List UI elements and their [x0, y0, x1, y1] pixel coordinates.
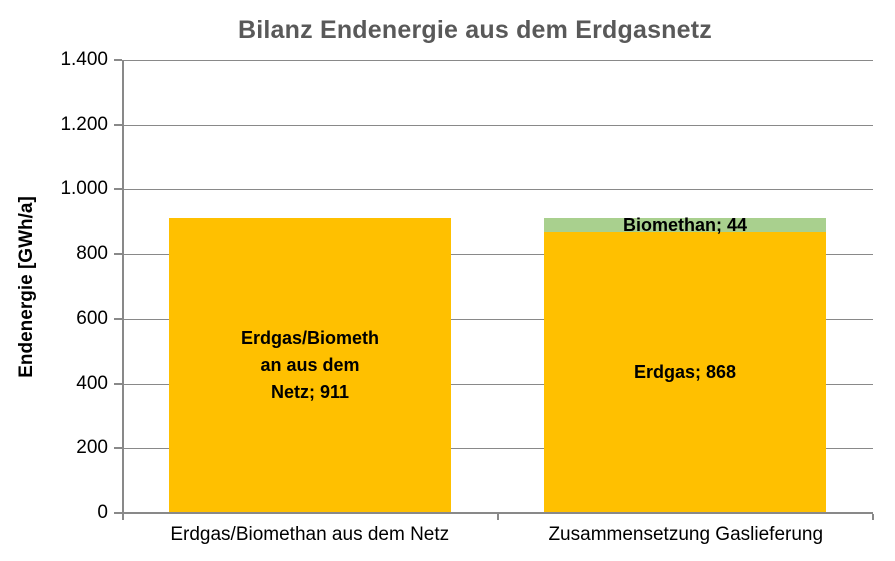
y-tick-label: 1.400: [60, 49, 108, 70]
bar-segment-biomethan: [544, 217, 826, 233]
y-axis-tick: [114, 124, 122, 126]
y-tick-label: 400: [76, 373, 108, 394]
gridline: [122, 384, 873, 385]
x-category-label: Zusammensetzung Gaslieferung: [548, 524, 824, 545]
y-axis-tick: [114, 188, 122, 190]
chart-title: Bilanz Endenergie aus dem Erdgasnetz: [238, 16, 712, 44]
y-axis-tick: [114, 383, 122, 385]
y-axis-tick: [114, 512, 122, 514]
y-axis-line: [122, 60, 124, 520]
y-tick-label: 1.000: [60, 178, 108, 199]
y-axis-tick: [114, 59, 122, 61]
gridline: [122, 319, 873, 320]
bar-segment-erdgas-biomethan-aus-dem-netz: [169, 218, 451, 513]
x-axis-tick: [497, 514, 499, 520]
y-tick-label: 200: [76, 437, 108, 458]
y-tick-label: 600: [76, 308, 108, 329]
x-category-label: Erdgas/Biomethan aus dem Netz: [170, 524, 450, 545]
y-axis-tick: [114, 447, 122, 449]
gridline: [122, 254, 873, 255]
y-tick-label: 0: [97, 502, 108, 523]
gridline: [122, 448, 873, 449]
y-tick-label: 1.200: [60, 114, 108, 135]
y-axis-tick: [114, 253, 122, 255]
gridline: [122, 189, 873, 190]
y-axis-title: Endenergie [GWh/a]: [16, 196, 37, 378]
bar-segment-erdgas: [544, 232, 826, 513]
x-axis-tick: [872, 514, 874, 520]
gridline: [122, 60, 873, 61]
gridline: [122, 125, 873, 126]
y-axis-tick: [114, 318, 122, 320]
x-axis-line: [122, 512, 873, 514]
y-tick-label: 800: [76, 243, 108, 264]
